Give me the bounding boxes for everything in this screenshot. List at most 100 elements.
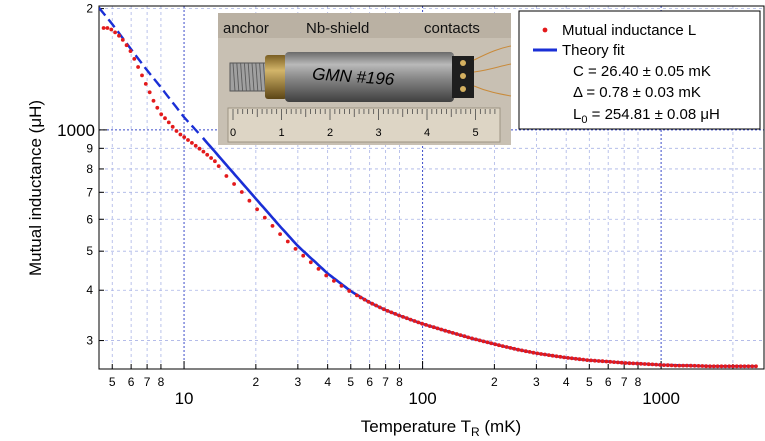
- data-point: [631, 361, 636, 366]
- data-point: [520, 348, 524, 353]
- data-point: [677, 363, 682, 368]
- theory-fit-line: [99, 6, 202, 136]
- data-point: [308, 260, 313, 265]
- data-point: [623, 361, 628, 365]
- x-minor-tick-label: 7: [621, 375, 628, 389]
- axis-ticks: [99, 8, 734, 369]
- ruler-number: 4: [424, 127, 430, 139]
- nb-shield-cylinder: [285, 52, 454, 102]
- data-point: [190, 141, 194, 145]
- data-point: [658, 363, 662, 367]
- x-minor-tick-label: 4: [563, 375, 570, 389]
- data-point: [224, 174, 229, 178]
- data-point: [278, 232, 282, 237]
- fit-param-l0-symbol: L: [573, 106, 581, 123]
- data-point: [339, 284, 344, 288]
- data-point: [742, 364, 747, 369]
- inset-photo: anchor Nb-shield contacts 0 1 2 3 4 5 GMN #19…: [218, 13, 512, 145]
- x-minor-tick-label: 7: [382, 375, 389, 389]
- data-point: [504, 345, 509, 349]
- data-point: [454, 332, 459, 336]
- data-point: [462, 334, 467, 339]
- data-point: [178, 132, 183, 137]
- data-point: [616, 360, 620, 365]
- data-point: [201, 149, 206, 154]
- data-point: [347, 289, 352, 293]
- data-point: [539, 352, 543, 356]
- fit-param-c: C = 26.40 ± 0.05 mK: [573, 63, 711, 80]
- data-point: [143, 82, 148, 86]
- data-point: [216, 164, 221, 169]
- y-axis-label: Mutual inductance (μH): [26, 100, 45, 276]
- data-point: [170, 124, 175, 129]
- data-point: [416, 320, 421, 325]
- x-minor-tick-label: 4: [324, 375, 331, 389]
- data-point: [431, 325, 436, 330]
- data-point: [654, 362, 659, 367]
- x-minor-tick-label: 8: [635, 375, 642, 389]
- y-minor-tick-label: 9: [86, 141, 93, 155]
- data-point: [193, 143, 198, 148]
- thread-line: [259, 62, 263, 92]
- data-point: [754, 364, 758, 369]
- data-point: [673, 363, 678, 368]
- data-point: [447, 329, 451, 334]
- y-minor-tick-label: 5: [86, 244, 93, 258]
- data-point: [470, 336, 474, 341]
- data-point: [285, 239, 290, 244]
- data-point: [711, 364, 716, 369]
- x-axis-label-subscript: R: [471, 425, 480, 439]
- data-point: [554, 354, 559, 359]
- fit-param-delta: Δ = 0.78 ± 0.03 mK: [573, 84, 701, 101]
- data-point: [147, 90, 152, 95]
- data-point: [562, 355, 566, 360]
- data-point: [113, 30, 117, 35]
- data-point: [140, 73, 144, 78]
- data-point: [435, 326, 440, 331]
- x-major-tick-label: 10: [175, 389, 194, 408]
- data-point: [105, 26, 110, 30]
- fit-param-l0-subscript: 0: [581, 114, 587, 126]
- x-minor-tick-label: 5: [586, 375, 593, 389]
- data-point: [639, 361, 643, 366]
- data-point: [155, 105, 160, 110]
- ruler-number: 0: [230, 127, 236, 139]
- photo-shadow: [218, 13, 511, 38]
- y-minor-tick-label: 4: [86, 283, 93, 297]
- data-point: [247, 198, 252, 203]
- data-point: [688, 363, 693, 368]
- thread-line: [247, 62, 251, 92]
- thread-line: [240, 62, 244, 92]
- data-point: [512, 346, 517, 351]
- data-point: [151, 98, 156, 103]
- data-point: [301, 253, 306, 258]
- data-point: [186, 138, 190, 142]
- data-point: [458, 333, 463, 337]
- data-point: [569, 356, 574, 361]
- x-minor-tick-label: 5: [347, 375, 354, 389]
- ruler: 0 1 2 3 4 5: [227, 107, 501, 143]
- contact-pin: [460, 73, 466, 79]
- photo-label-nb-shield: Nb-shield: [306, 20, 369, 37]
- data-point: [120, 38, 125, 42]
- data-point: [136, 65, 141, 69]
- data-point: [427, 324, 432, 328]
- data-point: [232, 182, 237, 186]
- data-point: [685, 363, 689, 368]
- data-point: [535, 351, 540, 356]
- data-point: [550, 353, 555, 358]
- legend-label-theory-fit: Theory fit: [562, 42, 625, 59]
- data-point: [209, 156, 214, 160]
- data-point: [378, 305, 382, 310]
- data-point: [109, 27, 114, 32]
- data-point: [374, 303, 378, 308]
- data-point: [750, 364, 755, 369]
- x-major-tick-label: 1000: [642, 389, 680, 408]
- ruler-number: 2: [327, 127, 333, 139]
- ruler-ticks: [232, 109, 496, 120]
- y-minor-tick-label: 2: [86, 2, 93, 16]
- x-minor-tick-label: 3: [295, 375, 302, 389]
- data-point: [124, 43, 129, 48]
- data-point: [604, 359, 609, 364]
- x-axis-label: Temperature TR (mK): [361, 417, 521, 439]
